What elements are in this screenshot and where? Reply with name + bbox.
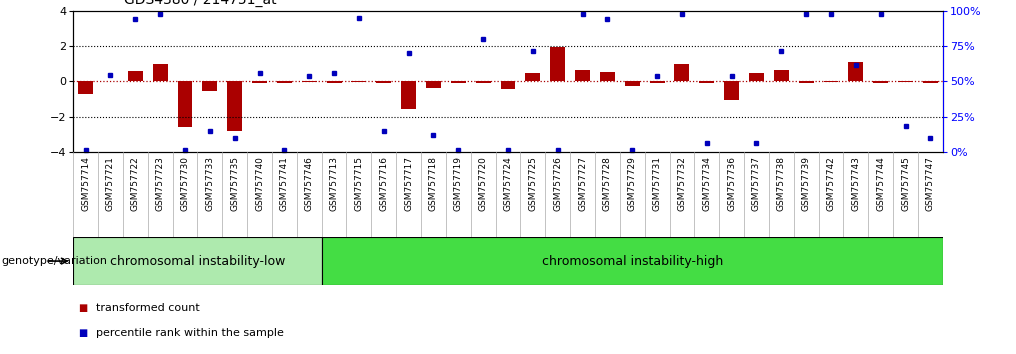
Text: GSM757747: GSM757747	[926, 156, 935, 211]
Text: GSM757732: GSM757732	[678, 156, 687, 211]
Text: GSM757729: GSM757729	[628, 156, 637, 211]
Text: GSM757735: GSM757735	[231, 156, 239, 211]
Text: GDS4380 / 214751_at: GDS4380 / 214751_at	[124, 0, 276, 7]
Bar	[749, 73, 764, 81]
Text: GSM757736: GSM757736	[727, 156, 737, 211]
Bar	[401, 81, 417, 109]
Bar	[824, 81, 838, 82]
Bar	[252, 81, 267, 83]
Bar	[128, 71, 142, 81]
Bar	[649, 81, 664, 83]
Text: GSM757741: GSM757741	[279, 156, 289, 211]
Text: GSM757718: GSM757718	[429, 156, 438, 211]
Text: GSM757731: GSM757731	[652, 156, 661, 211]
Bar	[277, 81, 292, 83]
Bar	[774, 70, 788, 81]
Text: GSM757742: GSM757742	[827, 156, 835, 211]
Text: GSM757745: GSM757745	[901, 156, 910, 211]
Text: ■: ■	[78, 328, 87, 338]
Bar	[599, 72, 615, 81]
Bar	[874, 81, 888, 83]
Text: genotype/variation: genotype/variation	[1, 256, 107, 266]
Text: GSM757720: GSM757720	[479, 156, 488, 211]
Text: GSM757714: GSM757714	[81, 156, 90, 211]
Text: GSM757728: GSM757728	[602, 156, 612, 211]
Text: GSM757723: GSM757723	[155, 156, 165, 211]
Bar	[575, 70, 590, 81]
Bar	[376, 81, 391, 83]
Text: GSM757737: GSM757737	[752, 156, 761, 211]
Text: GSM757738: GSM757738	[777, 156, 785, 211]
Text: GSM757734: GSM757734	[702, 156, 711, 211]
Bar	[898, 81, 913, 82]
Text: GSM757743: GSM757743	[851, 156, 861, 211]
Bar	[923, 81, 938, 83]
Text: ■: ■	[78, 303, 87, 313]
Text: GSM757717: GSM757717	[404, 156, 414, 211]
Text: percentile rank within the sample: percentile rank within the sample	[96, 328, 283, 338]
Bar	[724, 81, 739, 100]
Text: GSM757721: GSM757721	[106, 156, 115, 211]
Text: GSM757727: GSM757727	[578, 156, 587, 211]
Text: transformed count: transformed count	[96, 303, 199, 313]
Text: GSM757719: GSM757719	[454, 156, 463, 211]
Bar	[352, 81, 367, 82]
Bar	[322, 237, 943, 285]
Text: GSM757713: GSM757713	[329, 156, 338, 211]
Bar	[525, 73, 541, 81]
Text: GSM757746: GSM757746	[305, 156, 314, 211]
Text: GSM757715: GSM757715	[355, 156, 364, 211]
Bar	[799, 81, 814, 83]
Text: GSM757724: GSM757724	[504, 156, 512, 211]
Bar	[178, 81, 192, 127]
Bar	[302, 81, 317, 82]
Bar	[78, 81, 93, 94]
Text: GSM757716: GSM757716	[379, 156, 388, 211]
Bar	[426, 81, 441, 88]
Text: GSM757726: GSM757726	[553, 156, 562, 211]
Bar	[228, 81, 242, 131]
Bar	[475, 81, 491, 83]
Bar	[73, 237, 322, 285]
Bar	[501, 81, 515, 89]
Bar	[451, 81, 465, 83]
Text: GSM757740: GSM757740	[255, 156, 264, 211]
Text: chromosomal instability-low: chromosomal instability-low	[110, 255, 285, 268]
Bar	[202, 81, 217, 91]
Text: GSM757725: GSM757725	[528, 156, 537, 211]
Bar	[625, 81, 640, 86]
Bar	[675, 64, 690, 81]
Bar	[551, 47, 565, 81]
Text: GSM757730: GSM757730	[181, 156, 189, 211]
Text: chromosomal instability-high: chromosomal instability-high	[542, 255, 722, 268]
Text: GSM757733: GSM757733	[205, 156, 214, 211]
Text: GSM757722: GSM757722	[131, 156, 140, 211]
Text: GSM757744: GSM757744	[876, 156, 885, 211]
Bar	[848, 62, 864, 81]
Bar	[699, 81, 714, 83]
Bar	[326, 81, 341, 83]
Bar	[152, 64, 168, 81]
Text: GSM757739: GSM757739	[802, 156, 811, 211]
